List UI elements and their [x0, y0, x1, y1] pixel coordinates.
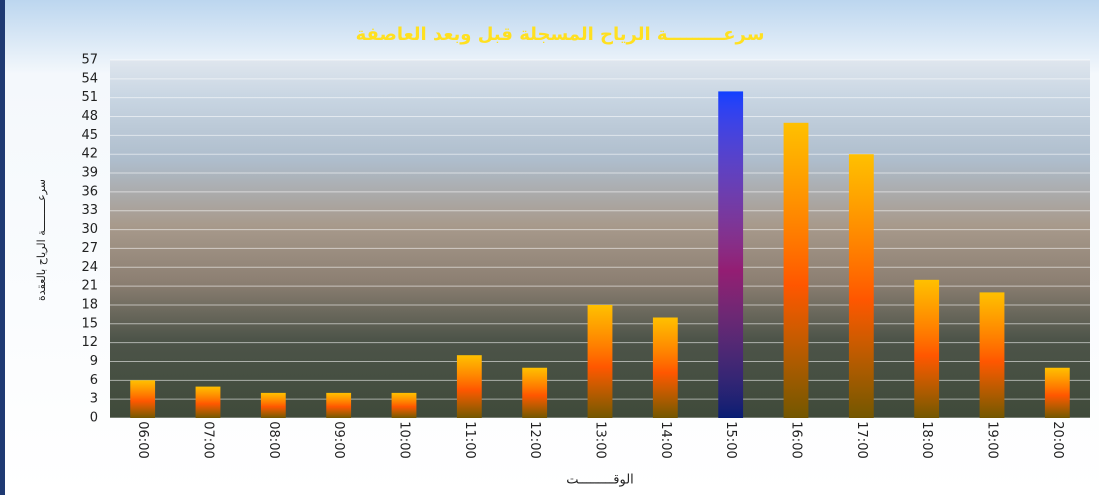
- y-tick-label: 57: [81, 53, 98, 68]
- x-tick-label: 13:00: [593, 421, 608, 458]
- x-tick-label: 20:00: [1050, 421, 1065, 458]
- x-tick-label: 15:00: [723, 421, 738, 458]
- bar: [848, 154, 874, 419]
- bar: [456, 355, 482, 418]
- chart-title: سرعـــــــــة الرياح المسجلة قبل وبعد ال…: [356, 24, 765, 45]
- bar: [783, 122, 809, 419]
- y-tick-label: 18: [81, 297, 98, 312]
- y-tick-label: 24: [81, 260, 98, 275]
- y-tick-label: 21: [81, 279, 98, 294]
- bar: [1044, 367, 1070, 418]
- bar: [130, 380, 156, 418]
- y-tick-label: 27: [81, 241, 98, 256]
- bar: [195, 386, 221, 418]
- bar: [522, 367, 548, 418]
- bar: [587, 304, 613, 418]
- frame-edge: [0, 0, 5, 495]
- x-tick-label: 18:00: [919, 421, 934, 458]
- x-tick-label: 09:00: [331, 421, 346, 458]
- x-tick-label: 11:00: [462, 421, 477, 458]
- x-tick-label: 19:00: [985, 421, 1000, 458]
- y-tick-label: 48: [81, 109, 98, 124]
- bar: [914, 279, 940, 418]
- y-tick-label: 3: [90, 392, 98, 407]
- y-tick-label: 6: [90, 373, 98, 388]
- x-tick-label: 06:00: [135, 421, 150, 458]
- y-tick-label: 9: [90, 354, 98, 369]
- x-tick-label: 12:00: [527, 421, 542, 458]
- bar: [326, 392, 352, 418]
- bar: [391, 392, 417, 418]
- x-tick-label: 07:00: [201, 421, 216, 458]
- y-tick-label: 36: [81, 184, 98, 199]
- x-tick-label: 16:00: [789, 421, 804, 458]
- y-tick-label: 45: [81, 128, 98, 143]
- y-axis-label: سرعـــــــــة الرياح بالعقدة: [35, 179, 48, 301]
- x-tick-label: 14:00: [658, 421, 673, 458]
- y-tick-label: 33: [81, 203, 98, 218]
- y-tick-label: 0: [90, 411, 98, 426]
- x-tick-label: 08:00: [266, 421, 281, 458]
- y-tick-label: 15: [81, 316, 98, 331]
- x-axis-label: الوقـــــــــت: [566, 473, 634, 488]
- bar: [979, 292, 1005, 418]
- y-tick-label: 51: [81, 90, 98, 105]
- y-tick-label: 42: [81, 147, 98, 162]
- y-tick-label: 30: [81, 222, 98, 237]
- bar: [652, 317, 678, 418]
- y-tick-label: 39: [81, 166, 98, 181]
- x-tick-label: 17:00: [854, 421, 869, 458]
- y-tick-label: 12: [81, 335, 98, 350]
- x-tick-label: 10:00: [397, 421, 412, 458]
- bar: [260, 392, 286, 418]
- bar: [718, 91, 744, 419]
- y-tick-label: 54: [81, 71, 98, 86]
